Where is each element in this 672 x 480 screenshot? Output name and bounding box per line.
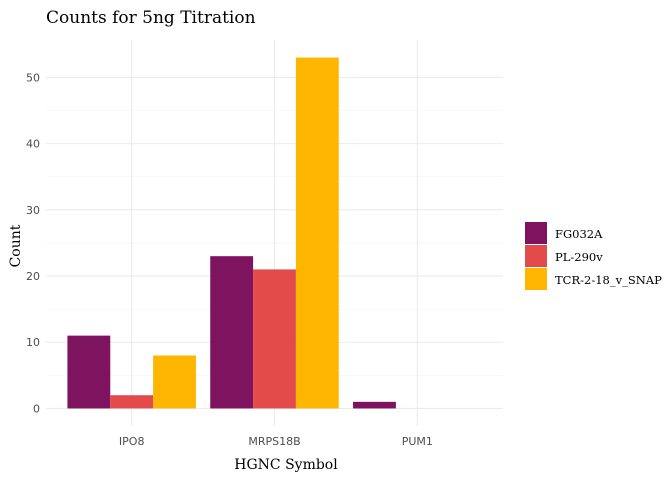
legend-key <box>525 268 547 290</box>
legend-label: PL-290v <box>555 250 603 264</box>
y-tick-label: 20 <box>26 270 40 283</box>
legend-label: FG032A <box>555 227 603 241</box>
y-tick-label: 30 <box>26 204 40 217</box>
x-axis-title: HGNC Symbol <box>234 457 338 473</box>
legend-key <box>525 222 547 244</box>
bar <box>210 256 254 409</box>
y-tick-label: 0 <box>33 402 40 415</box>
bar <box>153 355 196 409</box>
x-tick-label: PUM1 <box>402 435 433 448</box>
x-axis-ticks: IPO8 MRPS18B PUM1 <box>119 435 433 448</box>
chart-title: Counts for 5ng Titration <box>46 8 256 28</box>
legend-label: TCR-2-18_v_SNAP <box>555 273 662 287</box>
bar <box>353 401 396 409</box>
bar <box>295 57 339 409</box>
bar <box>253 269 296 409</box>
y-axis-title: Count <box>8 224 24 267</box>
bars <box>67 57 396 409</box>
bar <box>110 395 154 409</box>
y-tick-label: 10 <box>26 336 40 349</box>
legend: FG032A PL-290v TCR-2-18_v_SNAP <box>525 222 662 290</box>
y-axis-ticks: 0 10 20 30 40 50 <box>26 71 40 415</box>
legend-key <box>525 245 547 267</box>
x-tick-label: MRPS18B <box>248 435 300 448</box>
y-tick-label: 50 <box>26 71 40 84</box>
bar <box>67 335 111 409</box>
y-tick-label: 40 <box>26 138 40 151</box>
x-tick-label: IPO8 <box>119 435 145 448</box>
